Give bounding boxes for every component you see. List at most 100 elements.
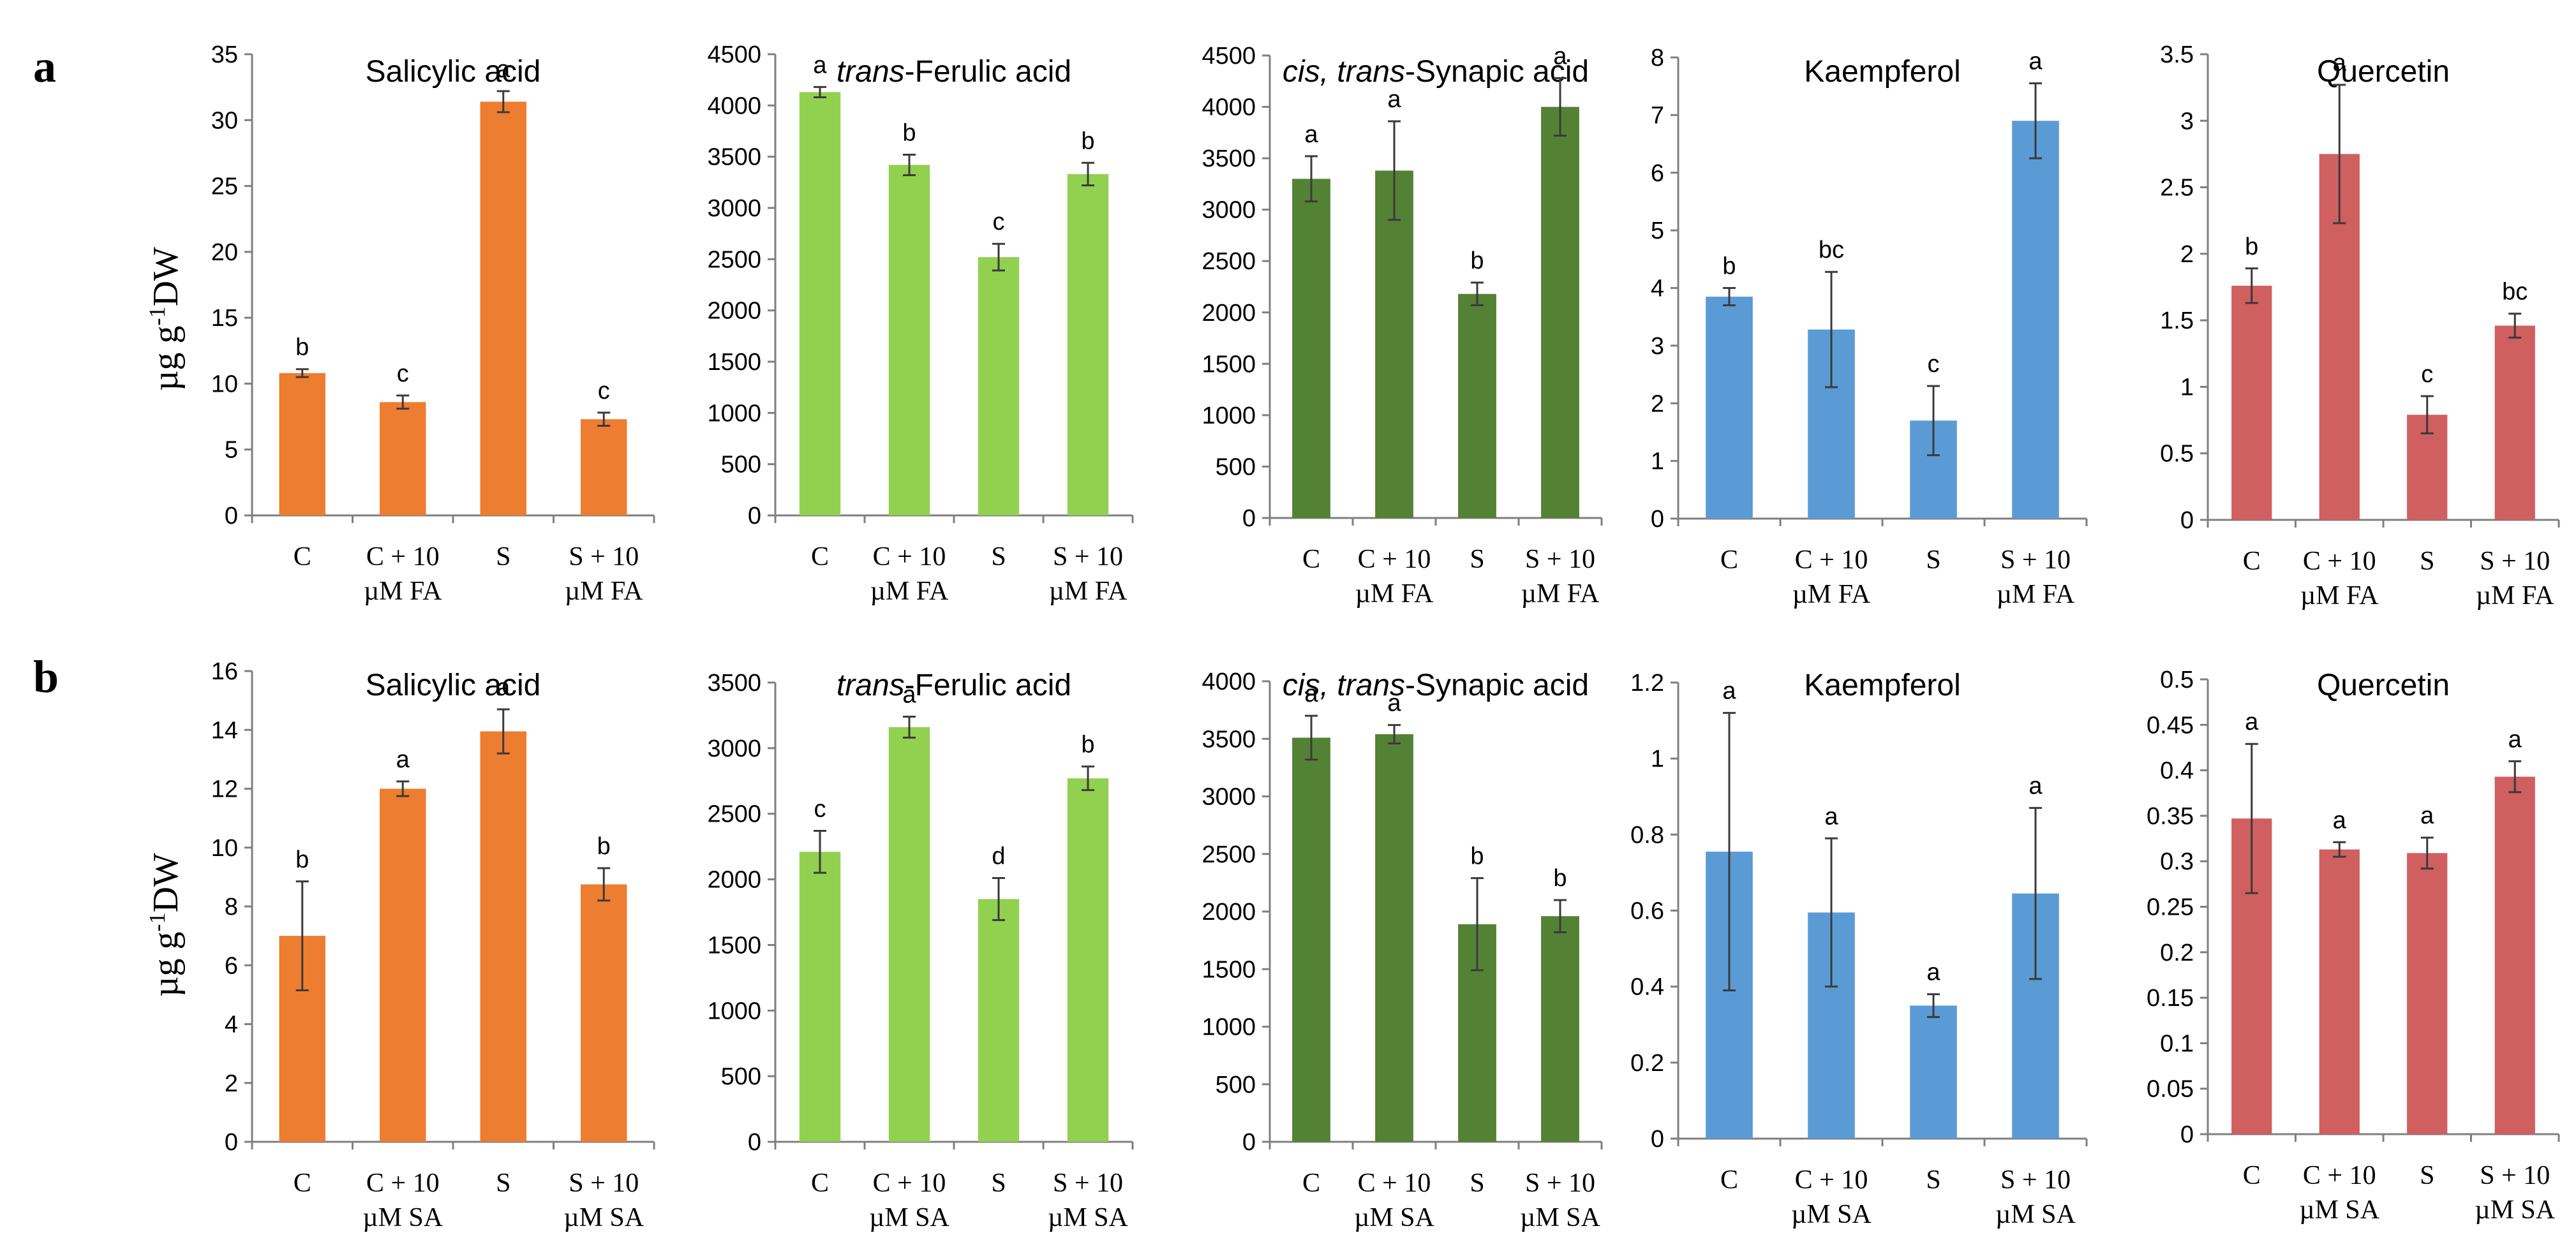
y-tick-label: 0 [748, 503, 761, 529]
y-tick-label: 3500 [707, 144, 761, 171]
y-tick-label: 0.15 [2147, 985, 2194, 1012]
x-category-label: C [1720, 1165, 1738, 1195]
x-category-label: S + 10 [1053, 542, 1123, 572]
y-tick-label: 16 [211, 658, 238, 685]
chart-title-text: Quercetin [2317, 55, 2450, 89]
x-category-label: S + 10 [569, 542, 639, 572]
x-category-label: C + 10 [2303, 1161, 2376, 1190]
bar [1067, 174, 1109, 516]
bar [480, 101, 526, 515]
x-category-label-line2: µM FA [1521, 579, 1600, 609]
y-tick-label: 2 [1651, 390, 1664, 417]
y-tick-label: 2500 [1202, 841, 1256, 868]
bar [581, 419, 627, 515]
bar [1375, 170, 1413, 518]
y-tick-label: 5 [1651, 218, 1664, 244]
chart-b-3: Kaempferol 0 0.2 0.4 0.6 0.8 1 1.2 a Ca C + 10 µM S… [1630, 669, 2088, 1229]
x-category-label-line2: µM FA [870, 577, 949, 606]
y-tick-label: 3000 [1202, 197, 1256, 224]
x-category-label: S + 10 [569, 1169, 639, 1198]
chart-title-text: Kaempferol [1804, 55, 1960, 89]
y-tick-label: 0.3 [2160, 848, 2194, 875]
bar [1910, 1005, 1957, 1139]
bar [799, 852, 841, 1142]
significance-letter: bc [1819, 237, 1844, 263]
y-tick-label: 0.35 [2147, 803, 2194, 830]
x-category-label-line2: µM SA [2475, 1195, 2555, 1225]
x-category-label: C + 10 [1795, 1165, 1868, 1195]
y-tick-label: 2 [225, 1070, 238, 1097]
x-category-label: C + 10 [2303, 547, 2376, 576]
chart-a-2: cis, trans-Synapic acid 0 500 1000 1500 2000 2… [1202, 43, 1603, 609]
x-category-label: S [496, 1169, 510, 1198]
bar [1541, 107, 1579, 519]
x-category-label-line2: µM SA [2299, 1195, 2379, 1225]
x-category-label: C [294, 1169, 311, 1198]
significance-letter: b [1722, 253, 1736, 280]
chart-a-1: trans-Ferulic acid 0 500 1000 1500 2000 2500 30… [707, 41, 1134, 606]
y-tick-label: 0 [1242, 1129, 1256, 1156]
x-category-label: S [1926, 1165, 1940, 1195]
significance-letter: a [1553, 43, 1567, 70]
y-tick-label: 4 [1651, 276, 1664, 302]
bar [799, 92, 841, 516]
bar [888, 727, 930, 1142]
panel-label-b: b [33, 651, 59, 702]
x-category-label: S [2420, 1161, 2434, 1190]
significance-letter: a [496, 674, 510, 701]
bar [1458, 293, 1496, 518]
x-category-label: S [991, 1169, 1006, 1198]
x-category-label: C + 10 [873, 542, 946, 572]
significance-letter: b [2245, 233, 2258, 260]
y-tick-label: 0.5 [2160, 667, 2194, 693]
chart-title-italic-part: trans [837, 55, 905, 89]
panel-label-a: a [33, 41, 56, 92]
significance-letter: a [1926, 959, 1940, 986]
x-category-label: C [294, 542, 311, 572]
significance-letter: c [1928, 351, 1940, 378]
significance-letter: b [1081, 128, 1094, 154]
y-tick-label: 2000 [1202, 300, 1256, 327]
x-category-label: C [1302, 1169, 1320, 1198]
chart-b-2: cis, trans-Synapic acid 0 500 1000 1500 2000 2… [1202, 669, 1603, 1232]
y-tick-label: 3 [2180, 108, 2194, 135]
significance-letter: a [1722, 678, 1736, 705]
x-category-label: S [496, 542, 510, 572]
x-category-label: C [2243, 547, 2261, 576]
y-tick-label: 3000 [707, 195, 761, 222]
significance-letter: a [2508, 726, 2522, 753]
y-tick-label: 0.05 [2147, 1076, 2194, 1103]
significance-letter: a [2029, 773, 2043, 800]
y-tick-label: 6 [1651, 160, 1664, 187]
y-tick-label: 1000 [1202, 1014, 1256, 1041]
y-tick-label: 3500 [1202, 145, 1256, 172]
y-tick-label: 3000 [707, 735, 761, 762]
y-tick-label: 0.4 [2160, 758, 2194, 785]
bar [2494, 325, 2535, 520]
y-tick-label: 0 [225, 1129, 238, 1156]
y-tick-label: 1000 [707, 400, 761, 427]
x-category-label: C + 10 [1795, 545, 1868, 575]
x-category-label-line2: µM FA [2476, 581, 2554, 610]
x-category-label: S + 10 [2000, 1165, 2071, 1195]
chart-title: Kaempferol [1804, 669, 1960, 702]
y-tick-label: 2500 [1202, 248, 1256, 275]
significance-letter: a [1824, 803, 1838, 830]
y-tick-label: 0 [748, 1129, 761, 1156]
chart-a-0: Salicylic acid 0 5 10 15 20 25 30 35 b Cc C + 10 µM … [211, 41, 655, 606]
x-category-label: C [811, 542, 829, 572]
y-tick-label: 0.2 [2160, 940, 2194, 966]
bar [2319, 849, 2360, 1134]
y-tick-label: 0 [225, 503, 238, 529]
significance-letter: a [2245, 709, 2259, 735]
significance-letter: c [814, 795, 826, 822]
x-category-label-line2: µM FA [1792, 580, 1871, 609]
x-category-label: C [1720, 545, 1738, 575]
y-tick-label: 500 [1216, 454, 1256, 480]
y-tick-label: 1000 [1202, 403, 1256, 429]
x-category-label-line2: µM FA [1997, 580, 2075, 609]
y-tick-label: 500 [721, 1063, 761, 1090]
chart-a-4: Quercetin 0 0.5 1 1.5 2 2.5 3 3.5 b Ca C + 10 µM FA c… [2160, 41, 2560, 610]
bar [581, 884, 627, 1142]
